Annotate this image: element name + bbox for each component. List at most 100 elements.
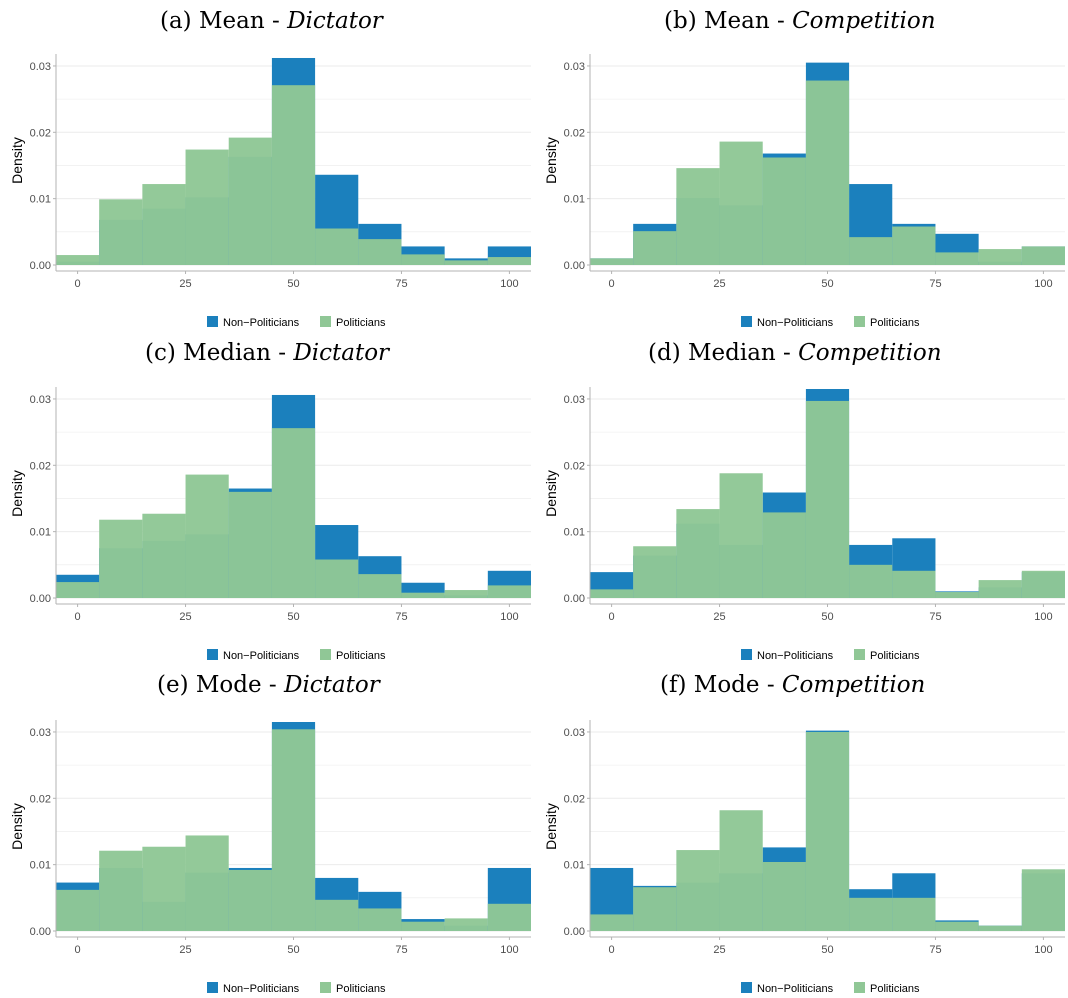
bar-politicians bbox=[401, 592, 445, 598]
legend-swatch-non-politicians bbox=[741, 982, 752, 993]
x-tick-label: 75 bbox=[929, 944, 941, 956]
panel-title-e: (e) Mode - Dictator bbox=[157, 672, 380, 698]
legend-label-non-politicians: Non−Politicians bbox=[757, 317, 834, 329]
bar-politicians bbox=[142, 184, 186, 265]
y-tick-label: 0.00 bbox=[30, 593, 51, 605]
bar-politicians bbox=[935, 921, 979, 931]
bar-politicians bbox=[401, 921, 445, 931]
x-tick-label: 25 bbox=[713, 944, 725, 956]
y-tick-label: 0.02 bbox=[564, 460, 585, 472]
y-tick-label: 0.01 bbox=[564, 194, 585, 206]
bar-politicians bbox=[99, 850, 143, 931]
bar-politicians bbox=[892, 897, 936, 931]
panel-title-c-emph: Dictator bbox=[293, 340, 390, 366]
x-tick-label: 75 bbox=[929, 278, 941, 290]
x-tick-label: 25 bbox=[179, 611, 191, 623]
bar-politicians bbox=[978, 580, 1022, 598]
legend-label-politicians: Politicians bbox=[336, 317, 386, 329]
legend-label-politicians: Politicians bbox=[870, 650, 920, 662]
legend-swatch-non-politicians bbox=[741, 649, 752, 660]
chart-e-mode-dictator: 0.00 0.01 0.02 0.03 0 25 50 75 100 Density Non−Pol… bbox=[9, 720, 531, 995]
bar-politicians bbox=[633, 546, 677, 598]
y-tick-label: 0.03 bbox=[564, 394, 585, 406]
bar-politicians bbox=[892, 226, 936, 265]
legend-swatch-non-politicians bbox=[207, 649, 218, 660]
bar-politicians bbox=[228, 869, 272, 931]
legend-label-politicians: Politicians bbox=[870, 317, 920, 329]
y-tick-label: 0.01 bbox=[30, 527, 51, 539]
x-tick-label: 100 bbox=[500, 278, 518, 290]
x-tick-label: 25 bbox=[179, 278, 191, 290]
legend-swatch-politicians bbox=[320, 649, 331, 660]
bar-politicians bbox=[271, 428, 316, 598]
x-tick-label: 25 bbox=[713, 611, 725, 623]
panel-title-f: (f) Mode - Competition bbox=[660, 672, 925, 698]
bar-politicians bbox=[315, 899, 359, 931]
legend-label-politicians: Politicians bbox=[336, 650, 386, 662]
bars-politicians bbox=[56, 729, 531, 931]
x-tick-label: 100 bbox=[1034, 278, 1052, 290]
bar-politicians bbox=[978, 925, 1022, 931]
legend: Non−Politicians Politicians bbox=[741, 982, 920, 995]
x-tick-label: 75 bbox=[395, 944, 407, 956]
x-tick-label: 0 bbox=[609, 278, 615, 290]
legend-swatch-politicians bbox=[854, 982, 865, 993]
bar-politicians bbox=[358, 908, 402, 931]
bar-politicians bbox=[633, 231, 677, 265]
bars-politicians bbox=[590, 80, 1065, 265]
bar-politicians bbox=[271, 85, 316, 265]
legend-label-non-politicians: Non−Politicians bbox=[757, 650, 834, 662]
x-tick-label: 0 bbox=[75, 278, 81, 290]
legend-swatch-non-politicians bbox=[207, 316, 218, 327]
bar-politicians bbox=[1021, 869, 1065, 931]
bar-politicians bbox=[849, 564, 893, 598]
bar-politicians bbox=[590, 589, 634, 598]
bar-politicians bbox=[719, 473, 763, 598]
bar-politicians bbox=[444, 918, 488, 931]
panel-title-e-prefix: (e) Mode - bbox=[157, 672, 284, 698]
panel-title-c: (c) Median - Dictator bbox=[145, 340, 389, 366]
bar-politicians bbox=[762, 512, 806, 598]
bar-politicians bbox=[228, 491, 272, 598]
bar-politicians bbox=[849, 237, 893, 265]
bar-politicians bbox=[271, 729, 316, 931]
chart-b-mean-competition: 0.00 0.01 0.02 0.03 0 25 50 75 100 Density Non−Pol… bbox=[543, 54, 1065, 329]
bar-politicians bbox=[487, 903, 531, 931]
bars-politicians bbox=[56, 85, 531, 265]
chart-f-mode-competition: 0.00 0.01 0.02 0.03 0 25 50 75 100 Density Non−Pol… bbox=[543, 720, 1065, 995]
bar-politicians bbox=[762, 861, 806, 931]
bar-politicians bbox=[56, 582, 100, 598]
x-tick-label: 50 bbox=[821, 944, 833, 956]
bar-politicians bbox=[633, 887, 677, 931]
panel-title-b-prefix: (b) Mean - bbox=[664, 8, 793, 34]
panel-title-d-prefix: (d) Median - bbox=[648, 340, 799, 366]
y-tick-label: 0.03 bbox=[564, 61, 585, 73]
x-tick-label: 75 bbox=[395, 278, 407, 290]
bar-politicians bbox=[1021, 246, 1065, 265]
panel-title-a-prefix: (a) Mean - bbox=[160, 8, 288, 34]
bar-politicians bbox=[185, 474, 229, 598]
x-tick-label: 100 bbox=[1034, 611, 1052, 623]
panel-title-d-emph: Competition bbox=[798, 340, 942, 366]
legend-label-politicians: Politicians bbox=[870, 983, 920, 995]
y-tick-label: 0.03 bbox=[564, 727, 585, 739]
chart-a-mean-dictator: 0.00 0.01 0.02 0.03 0 25 50 75 100 Density Non−Pol… bbox=[9, 54, 531, 329]
x-tick-label: 0 bbox=[75, 944, 81, 956]
y-axis-title: Density bbox=[9, 803, 25, 850]
bar-politicians bbox=[590, 914, 634, 931]
legend-swatch-non-politicians bbox=[207, 982, 218, 993]
legend: Non−Politicians Politicians bbox=[207, 982, 386, 995]
x-tick-label: 100 bbox=[500, 611, 518, 623]
panel-title-a-emph: Dictator bbox=[287, 8, 383, 34]
y-tick-label: 0.01 bbox=[564, 527, 585, 539]
panel-title-b: (b) Mean - Competition bbox=[664, 8, 936, 34]
y-tick-label: 0.02 bbox=[30, 793, 51, 805]
bar-politicians bbox=[762, 157, 806, 265]
panel-title-f-emph: Competition bbox=[781, 672, 926, 698]
bar-politicians bbox=[142, 513, 186, 598]
panel-title-e-emph: Dictator bbox=[284, 672, 380, 698]
bar-politicians bbox=[142, 846, 186, 931]
y-tick-label: 0.01 bbox=[564, 860, 585, 872]
y-tick-label: 0.00 bbox=[564, 593, 585, 605]
